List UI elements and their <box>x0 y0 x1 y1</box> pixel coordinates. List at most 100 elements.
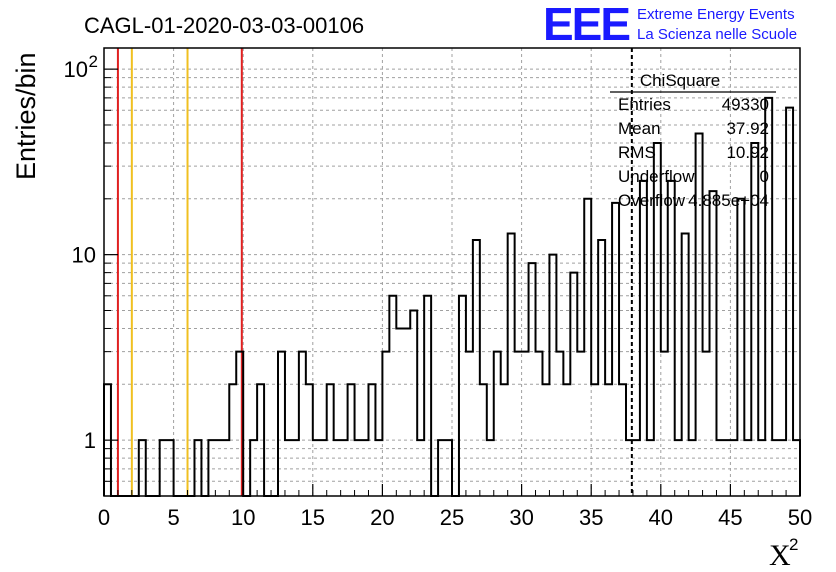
stats-row-label: Underflow <box>618 167 695 186</box>
histogram-bin <box>710 191 717 496</box>
histogram-bin <box>222 440 229 496</box>
histogram-bin <box>139 440 146 496</box>
histogram-bin <box>584 199 591 496</box>
stats-row-value: 10.92 <box>726 143 769 162</box>
stats-row-value: 49330 <box>722 95 769 114</box>
stats-row-label: RMS <box>618 143 656 162</box>
x-tick-label: 40 <box>649 505 673 530</box>
histogram-bin <box>779 440 786 496</box>
histogram-bin <box>786 108 793 496</box>
stats-box: ChiSquare Entries 49330 Mean 37.92 RMS 10.92 U… <box>610 71 776 210</box>
histogram-bin <box>758 440 765 496</box>
x-axis-label: X 2 <box>769 535 798 572</box>
logo-mark: EEE <box>543 0 629 50</box>
histogram-bin <box>744 440 751 496</box>
x-tick-label: 30 <box>509 505 533 530</box>
histogram-bin <box>389 296 396 496</box>
histogram-bin <box>522 352 529 496</box>
histogram-bin <box>167 440 174 496</box>
histogram-bin <box>668 181 675 496</box>
histogram-bin <box>368 384 375 496</box>
logo-line-2: La Scienza nelle Scuole <box>637 26 797 43</box>
stats-row-value: 0 <box>760 167 769 186</box>
histogram-bin <box>696 133 703 496</box>
histogram-bin <box>285 440 292 496</box>
histogram-bin <box>348 384 355 496</box>
histogram-bin <box>424 296 431 496</box>
histogram-bin <box>257 384 264 496</box>
eee-logo: EEE Extreme Energy Events La Scienza nel… <box>543 0 797 50</box>
x-tick-label: 15 <box>301 505 325 530</box>
histogram-bin <box>215 440 222 496</box>
histogram-bin <box>445 440 452 496</box>
histogram-bin <box>793 440 800 496</box>
histogram-bin <box>563 384 570 496</box>
histogram-bin <box>716 440 723 496</box>
histogram-bin <box>403 328 410 496</box>
histogram-bin <box>480 384 487 496</box>
histogram-bin <box>605 384 612 496</box>
histogram-bin <box>570 273 577 496</box>
histogram-bin <box>327 384 334 496</box>
x-tick-label: 20 <box>370 505 394 530</box>
histogram-bin <box>501 384 508 496</box>
histogram-bin <box>194 440 201 496</box>
stats-row-label: Mean <box>618 119 661 138</box>
x-axis-ticks: 0 5 10 15 20 25 30 35 40 45 50 <box>98 484 812 530</box>
histogram-bin <box>536 352 543 496</box>
histogram-bin <box>355 440 362 496</box>
x-tick-label: 5 <box>167 505 179 530</box>
stats-box-title: ChiSquare <box>640 71 720 90</box>
x-tick-label: 10 <box>231 505 255 530</box>
x-axis-label-superscript: 2 <box>789 535 798 554</box>
histogram-bin <box>466 352 473 496</box>
histogram-bin <box>417 440 424 496</box>
histogram-bin <box>160 440 167 496</box>
chart-title: CAGL-01-2020-03-03-00106 <box>84 13 364 38</box>
histogram-bin <box>487 440 494 496</box>
histogram-bin <box>542 384 549 496</box>
histogram-bin <box>104 384 111 496</box>
histogram-bin <box>640 181 647 496</box>
histogram-bin <box>396 328 403 496</box>
histogram-bin <box>529 263 536 496</box>
histogram-bin <box>619 384 626 496</box>
x-tick-label: 50 <box>788 505 812 530</box>
y-tick-superscript: 2 <box>89 52 98 71</box>
histogram-bin <box>577 352 584 496</box>
histogram-bin <box>306 384 313 496</box>
stats-row-label: Overflow <box>618 191 686 210</box>
histogram-bin <box>508 234 515 496</box>
x-tick-label: 45 <box>718 505 742 530</box>
histogram-bin <box>765 98 772 496</box>
histogram-bin <box>682 234 689 496</box>
histogram-bin <box>250 440 257 496</box>
histogram-bin <box>299 352 306 496</box>
histogram-bin <box>438 440 445 496</box>
logo-line-1: Extreme Energy Events <box>637 6 795 23</box>
histogram-bin <box>341 440 348 496</box>
histogram-bin <box>208 440 215 496</box>
histogram-bin <box>661 352 668 496</box>
histogram-bin <box>591 384 598 496</box>
histogram-bin <box>751 143 758 496</box>
histogram-bin <box>626 440 633 496</box>
histogram-bin <box>473 240 480 496</box>
histogram-bin <box>703 352 710 496</box>
histogram-bin <box>654 143 661 496</box>
x-tick-label: 0 <box>98 505 110 530</box>
histogram-bin <box>612 203 619 496</box>
histogram-bin <box>459 296 466 496</box>
histogram-bin <box>334 440 341 496</box>
histogram-bin <box>236 352 243 496</box>
histogram-bin <box>549 255 556 496</box>
histogram-bin <box>320 440 327 496</box>
histogram-bin <box>515 352 522 496</box>
histogram-bin <box>772 440 779 496</box>
histogram-bin <box>689 440 696 496</box>
histogram-bin <box>730 440 737 496</box>
stats-row-value: 37.92 <box>726 119 769 138</box>
histogram-bin <box>362 440 369 496</box>
histogram-bin <box>382 352 389 496</box>
y-tick-label: 10 <box>72 243 96 268</box>
